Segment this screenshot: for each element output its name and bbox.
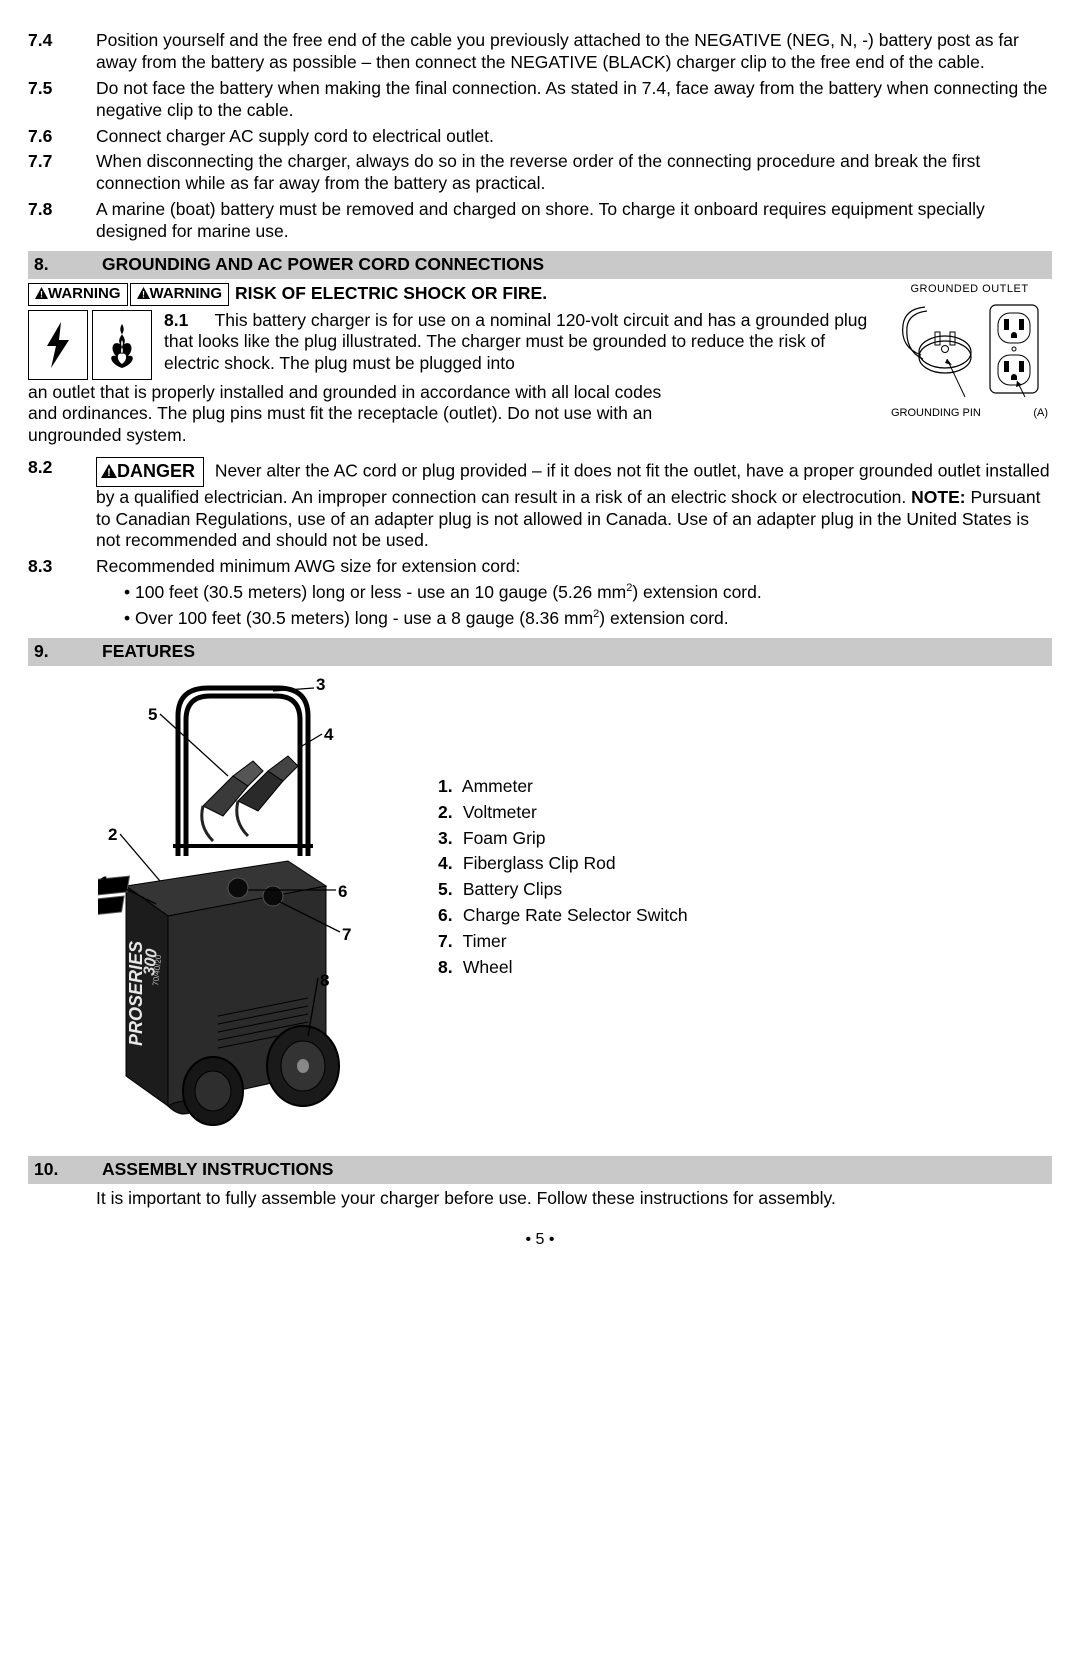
bullet-2: • Over 100 feet (30.5 meters) long - use… xyxy=(124,608,1052,630)
item-num: 7.6 xyxy=(28,126,96,148)
section-title: FEATURES xyxy=(102,641,195,663)
fire-hazard-icon xyxy=(92,310,152,380)
bullet-1: • 100 feet (30.5 meters) long or less - … xyxy=(124,582,1052,604)
feature-item: 4. Fiberglass Clip Rod xyxy=(438,853,688,875)
item-7-6: 7.6 Connect charger AC supply cord to el… xyxy=(28,126,1052,148)
feature-item: 6. Charge Rate Selector Switch xyxy=(438,905,688,927)
svg-text:!: ! xyxy=(40,289,43,299)
item-num: 8.2 xyxy=(28,457,96,479)
callout-6: 6 xyxy=(338,881,347,902)
item-num: 7.7 xyxy=(28,151,96,195)
item-8-2: 8.2 ! DANGER Never alter the AC cord or p… xyxy=(28,457,1052,552)
callout-5: 5 xyxy=(148,704,157,725)
section-7-items: 7.4 Position yourself and the free end o… xyxy=(28,30,1052,243)
section-title: GROUNDING AND AC POWER CORD CONNECTIONS xyxy=(102,254,544,276)
item-num: 7.8 xyxy=(28,199,96,243)
outlet-icon xyxy=(895,297,1045,407)
svg-text:!: ! xyxy=(142,289,145,299)
item-text: Position yourself and the free end of th… xyxy=(96,30,1052,74)
section-10-body: It is important to fully assemble your c… xyxy=(28,1188,1052,1210)
item-num: 8.1 xyxy=(164,310,210,332)
section-9-header: 9. FEATURES xyxy=(28,638,1052,666)
warning-text: WARNING xyxy=(150,285,223,302)
section-num: 10. xyxy=(34,1159,102,1181)
danger-badge: ! DANGER xyxy=(96,457,204,487)
charger-diagram: 3 5 4 2 1 6 7 8 xyxy=(98,676,408,1136)
feature-item: 8. Wheel xyxy=(438,957,688,979)
shock-hazard-icon xyxy=(28,310,88,380)
item-text: Recommended minimum AWG size for extensi… xyxy=(96,556,1052,578)
callout-8: 8 xyxy=(320,970,329,991)
item-text: Connect charger AC supply cord to electr… xyxy=(96,126,1052,148)
item-num: 7.5 xyxy=(28,78,96,122)
feature-item: 7. Timer xyxy=(438,931,688,953)
item-text: This battery charger is for use on a nom… xyxy=(164,310,867,374)
warning-badge-1: ! WARNING xyxy=(28,283,128,306)
callout-1: 1 xyxy=(100,872,109,893)
item-text-cont: an outlet that is properly installed and… xyxy=(28,382,688,448)
section-title: ASSEMBLY INSTRUCTIONS xyxy=(102,1159,333,1181)
callout-4: 4 xyxy=(324,724,333,745)
outlet-label-bottom: GROUNDING PIN xyxy=(891,407,981,421)
item-num: 8.3 xyxy=(28,556,96,578)
item-text: ! DANGER Never alter the AC cord or plug … xyxy=(96,457,1052,552)
item-text: It is important to fully assemble your c… xyxy=(96,1188,1052,1210)
item-7-8: 7.8 A marine (boat) battery must be remo… xyxy=(28,199,1052,243)
features-list: 1. Ammeter 2. Voltmeter 3. Foam Grip 4. … xyxy=(438,776,688,983)
section-8-body: GROUNDED OUTLET xyxy=(28,283,1052,630)
outlet-label-top: GROUNDED OUTLET xyxy=(887,283,1052,297)
outlet-label-a: (A) xyxy=(1033,407,1048,421)
note-label: NOTE: xyxy=(911,487,965,507)
item-text: When disconnecting the charger, always d… xyxy=(96,151,1052,195)
callout-3: 3 xyxy=(316,674,325,695)
charger-svg: PROSERIES 300 70/40/20 xyxy=(98,676,408,1136)
danger-text: DANGER xyxy=(117,461,195,481)
section-num: 8. xyxy=(34,254,102,276)
text-part-1: Never alter the AC cord or plug provided… xyxy=(96,461,1050,507)
outlet-figure: GROUNDED OUTLET xyxy=(887,283,1052,421)
item-7-4: 7.4 Position yourself and the free end o… xyxy=(28,30,1052,74)
feature-item: 3. Foam Grip xyxy=(438,828,688,850)
page-number: • 5 • xyxy=(28,1230,1052,1250)
section-10-header: 10. ASSEMBLY INSTRUCTIONS xyxy=(28,1156,1052,1184)
item-num: 7.4 xyxy=(28,30,96,74)
item-8-3: 8.3 Recommended minimum AWG size for ext… xyxy=(28,556,1052,578)
feature-item: 1. Ammeter xyxy=(438,776,688,798)
features-block: 3 5 4 2 1 6 7 8 xyxy=(28,676,1052,1136)
item-7-7: 7.7 When disconnecting the charger, alwa… xyxy=(28,151,1052,195)
warning-row: ! WARNING ! WARNING RISK OF ELECTRIC SHOCK… xyxy=(28,283,877,306)
alert-triangle-icon: ! xyxy=(35,287,48,299)
alert-triangle-icon: ! xyxy=(137,287,150,299)
warning-text: WARNING xyxy=(48,285,121,302)
feature-item: 5. Battery Clips xyxy=(438,879,688,901)
svg-text:!: ! xyxy=(107,467,111,478)
alert-triangle-icon: ! xyxy=(101,464,117,478)
warning-badge-2: ! WARNING xyxy=(130,283,230,306)
item-7-5: 7.5 Do not face the battery when making … xyxy=(28,78,1052,122)
risk-title: RISK OF ELECTRIC SHOCK OR FIRE. xyxy=(235,283,547,305)
section-num: 9. xyxy=(34,641,102,663)
item-text: Do not face the battery when making the … xyxy=(96,78,1052,122)
callout-7: 7 xyxy=(342,924,351,945)
item-text: A marine (boat) battery must be removed … xyxy=(96,199,1052,243)
section-8-header: 8. GROUNDING AND AC POWER CORD CONNECTIO… xyxy=(28,251,1052,279)
callout-2: 2 xyxy=(108,824,117,845)
feature-item: 2. Voltmeter xyxy=(438,802,688,824)
